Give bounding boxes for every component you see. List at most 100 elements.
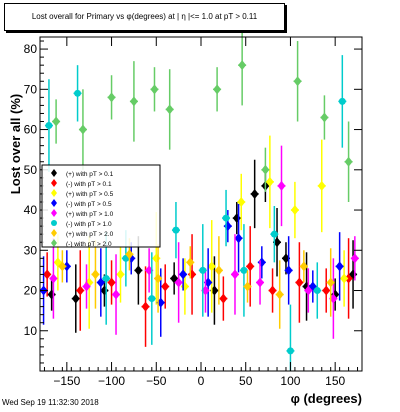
data-point <box>154 273 163 284</box>
y-tick-label: 70 <box>24 82 38 96</box>
legend-marker <box>51 189 57 197</box>
data-point <box>116 269 125 280</box>
data-point <box>295 277 304 288</box>
data-point <box>257 257 266 268</box>
data-point <box>199 266 207 274</box>
data-point <box>150 84 159 95</box>
data-point <box>277 180 286 191</box>
data-point <box>43 269 52 280</box>
data-point <box>290 205 299 216</box>
legend-label: (-) with pT > 2.0 <box>66 241 112 248</box>
legend-label: (+) with pT > 1.0 <box>66 211 114 218</box>
data-point <box>240 266 248 274</box>
data-point <box>250 188 259 199</box>
data-point <box>186 257 195 268</box>
data-point <box>107 92 116 103</box>
data-point <box>125 249 134 260</box>
x-tick-label: 0 <box>198 374 205 388</box>
data-point <box>299 261 308 272</box>
data-point <box>232 213 241 224</box>
series-group <box>43 226 353 347</box>
y-axis-label: Lost over all (%) <box>8 94 23 194</box>
legend: (+) with pT > 0.1 (-) with pT > 0.1 (+) wi… <box>41 164 161 248</box>
legend-label: (-) with pT > 0.1 <box>66 181 112 188</box>
data-point <box>134 265 143 276</box>
series-group <box>44 55 347 371</box>
data-point <box>76 285 85 296</box>
data-point <box>214 265 223 276</box>
data-point <box>213 84 222 95</box>
data-point <box>234 233 243 244</box>
data-point <box>350 253 359 264</box>
legend-marker <box>51 179 57 187</box>
data-point <box>317 180 326 191</box>
data-point <box>49 273 58 284</box>
data-point <box>91 269 100 280</box>
data-point <box>335 261 344 272</box>
data-point <box>188 269 197 280</box>
legend-marker <box>51 199 57 207</box>
data-point <box>230 269 239 280</box>
data-point <box>275 289 284 300</box>
data-point <box>270 230 278 238</box>
data-point <box>326 277 335 288</box>
y-tick-label: 30 <box>24 243 38 257</box>
series-group <box>52 24 353 202</box>
data-point <box>179 269 188 280</box>
data-point <box>320 112 329 123</box>
data-point <box>344 156 353 167</box>
data-point <box>47 289 56 300</box>
x-axis-label: φ (degrees) <box>291 391 362 406</box>
data-point <box>268 285 277 296</box>
data-point <box>141 301 150 312</box>
data-point <box>74 89 82 97</box>
data-point <box>102 274 110 282</box>
legend-label: (+) with pT > 0.5 <box>66 191 114 198</box>
legend-label: (-) with pT > 0.5 <box>66 201 112 208</box>
x-tick-label: −150 <box>53 374 80 388</box>
data-point <box>293 76 302 87</box>
series-group <box>58 236 335 329</box>
y-tick-label: 50 <box>24 163 38 177</box>
data-point <box>172 226 180 234</box>
legend-label: (+) with pT > 2.0 <box>66 231 114 238</box>
x-tick-label: −50 <box>146 374 167 388</box>
data-point <box>313 287 321 295</box>
data-point <box>165 104 174 115</box>
data-point <box>340 273 349 284</box>
data-point <box>58 261 67 272</box>
data-point <box>304 285 313 296</box>
y-tick-label: 40 <box>24 203 38 217</box>
title-box: Lost overall for Primary vs φ(degrees) a… <box>4 3 285 31</box>
data-point <box>246 261 255 272</box>
y-tick-label: 80 <box>24 42 38 56</box>
data-point <box>62 261 71 272</box>
y-tick-label: 10 <box>24 324 38 338</box>
data-point <box>284 265 293 276</box>
data-point <box>100 285 109 296</box>
data-point <box>261 164 270 175</box>
legend-label: (+) with pT > 0.1 <box>66 171 114 178</box>
legend-marker <box>51 239 57 247</box>
data-point <box>256 277 265 288</box>
data-point <box>45 122 53 130</box>
data-point <box>207 261 216 272</box>
data-point <box>161 281 170 292</box>
x-tick-label: 150 <box>325 374 345 388</box>
data-point <box>82 281 91 292</box>
data-point <box>344 273 353 284</box>
data-point <box>286 347 294 355</box>
y-tick-label: 60 <box>24 123 38 137</box>
legend-label: (-) with pT > 1.0 <box>66 221 112 228</box>
data-point <box>152 253 161 264</box>
x-tick-label: 50 <box>239 374 253 388</box>
legend-marker <box>51 209 57 217</box>
y-tick-label: 20 <box>24 284 38 298</box>
legend-marker <box>51 220 57 226</box>
data-point <box>223 221 232 232</box>
legend-box <box>41 164 161 248</box>
data-point <box>129 96 138 107</box>
axes-layer: 10 20 30 40 50 60 70 80 −150 −100 −50 0 50 100 150 <box>24 37 362 388</box>
data-point <box>238 60 247 71</box>
